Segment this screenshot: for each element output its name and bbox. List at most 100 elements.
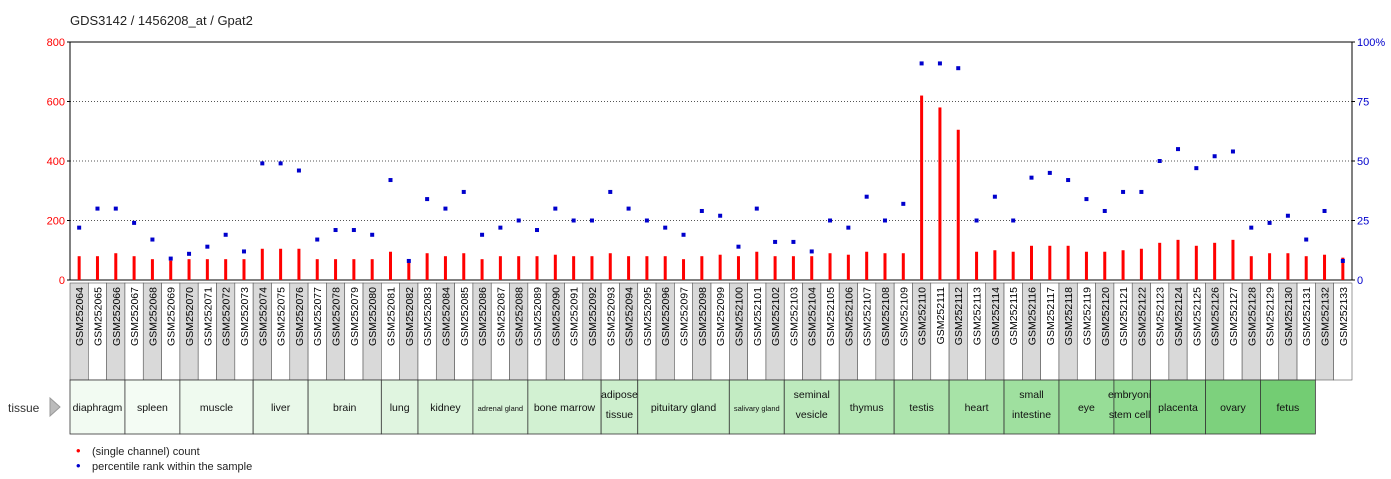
tissue-group [783,379,840,435]
sample-label: GSM252068 [147,287,159,346]
right-tick-label: 0 [1357,275,1363,287]
percentile-dot [1029,175,1034,180]
percentile-dot [681,232,686,237]
sample-label: GSM252116 [1027,287,1039,345]
count-bar [352,259,356,280]
sample-label: GSM252115 [1008,287,1020,345]
sample-label: GSM252078 [331,287,343,346]
sample-label: GSM252088 [514,287,526,346]
right-tick-label: 75 [1357,97,1369,109]
percentile-dot [1304,237,1309,242]
percentile-dots [77,61,1345,263]
count-bar [1139,248,1143,280]
tissue-label: tissue [8,401,40,415]
percentile-dot [132,220,137,225]
percentile-dot [956,66,961,71]
count-bar [572,256,576,280]
percentile-dot [1139,189,1144,194]
percentile-dot [937,61,942,66]
right-tick-label: 25 [1357,216,1369,228]
percentile-dot [644,218,649,223]
percentile-dot [1230,149,1235,154]
count-bar [627,256,631,280]
tissue-group [1150,379,1206,435]
count-bar [334,259,338,280]
right-tick-label: 50 [1357,156,1369,168]
percentile-dot [480,232,485,237]
sample-label: GSM252085 [459,287,471,346]
count-bar [279,248,283,280]
tissue-group-label: kidney [430,402,461,414]
count-bar [1249,256,1253,280]
count-bar [1323,254,1327,280]
tissue-group-label: diaphragm [73,402,123,414]
percentile-dot [351,228,356,233]
sample-label: GSM252081 [386,287,398,346]
tissue-group-label: thymus [850,402,884,414]
sample-label: GSM252076 [294,287,306,346]
legend-label: percentile rank within the sample [92,461,252,473]
count-bar [1176,239,1180,280]
sample-label: GSM252112 [953,287,965,345]
percentile-dot [718,213,723,218]
sample-label: GSM252109 [898,287,910,346]
tissue-row: tissue diaphragm spleen muscle liver brain lun… [8,379,1316,435]
tissue-group [600,379,639,435]
count-bar [1231,239,1235,280]
axes: 0 200 400 600 800 0 25 50 75 100% [47,37,1386,287]
percentile-dot [1176,147,1181,152]
count-bar [462,253,466,280]
percentile-dot [1047,170,1052,175]
count-bar [590,256,594,280]
percentile-dot [150,237,155,242]
tissue-group [1058,379,1115,435]
percentile-dot [699,208,704,213]
tissue-group-label: salivary gland [734,404,780,413]
sample-cell [1333,282,1353,381]
count-bar [810,256,814,280]
sample-label: GSM252126 [1210,287,1222,346]
sample-label: GSM252099 [715,287,727,346]
count-bar [1213,242,1217,280]
tissue-group-label: adrenal gland [478,404,523,413]
percentile-dot [95,206,100,211]
percentile-dot [791,239,796,244]
tissue-group [838,379,895,435]
count-bar [1194,245,1198,280]
tissue-group [527,379,602,435]
percentile-dot [223,232,228,237]
percentile-dot [1249,225,1254,230]
count-bar [315,259,319,280]
tissue-group [69,379,126,435]
sample-label: GSM252119 [1081,287,1093,345]
tissue-group-label: bone marrow [534,402,596,414]
sample-label: GSM252110 [917,287,929,345]
count-bar [1066,245,1070,280]
count-bar [389,251,392,280]
sample-label: GSM252090 [550,287,562,346]
tissue-group-label: testis [909,402,934,414]
percentile-dot [1340,258,1345,263]
sample-label: GSM252128 [1246,287,1258,346]
left-tick-label: 200 [47,216,65,228]
percentile-dot [77,225,82,230]
tissue-group-label: muscle [200,402,233,414]
percentile-dot [1322,208,1327,213]
count-bar [1268,253,1272,280]
count-bar [1011,251,1015,280]
count-bar [975,251,979,280]
tissue-arrow-icon [49,396,61,418]
sample-label: GSM252072 [221,287,233,346]
sample-label: GSM252111 [935,287,947,345]
sample-label: GSM252104 [807,287,819,346]
tissue-group-label: seminal [794,389,830,401]
sample-label: GSM252065 [92,287,104,346]
percentile-dot [516,218,521,223]
sample-label: GSM252096 [660,287,672,346]
count-bar [755,251,759,280]
tissue-group [1003,379,1060,435]
percentile-dot [260,161,265,166]
sample-label: GSM252084 [440,287,452,346]
legend-marker: • [76,443,81,458]
